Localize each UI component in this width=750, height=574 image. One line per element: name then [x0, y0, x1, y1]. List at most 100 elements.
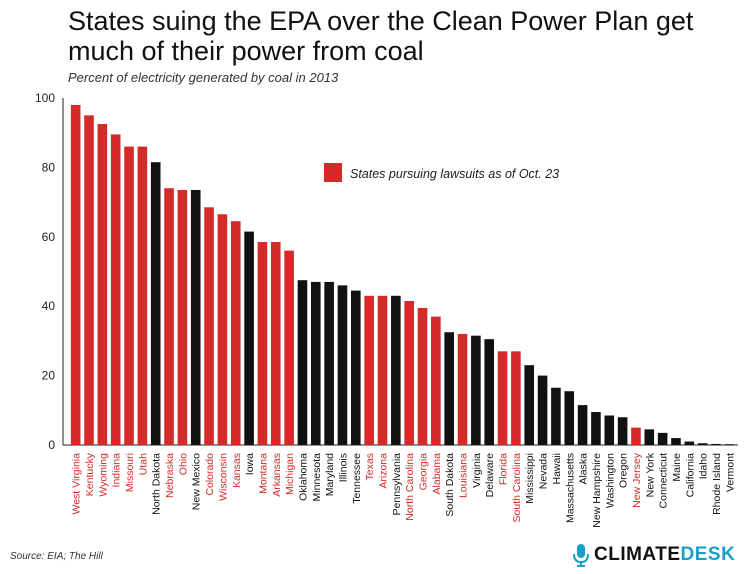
bar [204, 207, 214, 445]
bar [364, 295, 374, 445]
x-tick-label: Iowa [244, 453, 256, 475]
x-tick-label: Delaware [484, 453, 496, 498]
bar [564, 391, 575, 445]
bars [70, 104, 735, 446]
x-tick-label: Massachusetts [564, 453, 576, 523]
bar [444, 332, 454, 445]
x-tick-label: New York [644, 452, 656, 497]
bar [537, 375, 548, 445]
bar [377, 295, 388, 445]
bar [591, 412, 601, 445]
x-tick-label: Georgia [418, 453, 430, 491]
bar [164, 188, 174, 445]
x-tick-label: Alaska [578, 453, 590, 485]
bar [471, 335, 481, 445]
x-tick-label: New Jersey [631, 452, 643, 508]
x-tick-label: Kansas [231, 453, 243, 488]
x-tick-label: Nevada [538, 453, 550, 489]
bar [177, 189, 188, 445]
chart-subtitle: Percent of electricity generated by coal… [68, 70, 339, 85]
legend-label: States pursuing lawsuits as of Oct. 23 [350, 167, 559, 181]
bar [724, 444, 735, 445]
bar [404, 301, 414, 445]
source-note: Source: EIA; The Hill [10, 551, 103, 562]
bar [70, 104, 81, 445]
x-tick-label: Connecticut [658, 453, 670, 509]
bar [711, 443, 721, 445]
x-tick-label: Missouri [124, 453, 136, 492]
bar [697, 443, 708, 445]
y-tick-label: 80 [42, 160, 56, 174]
bar [657, 432, 668, 445]
x-tick-label: Oregon [618, 453, 630, 488]
x-tick-label: Idaho [698, 453, 710, 479]
x-tick-label: West Virginia [71, 453, 83, 515]
y-tick-label: 0 [48, 438, 55, 452]
bar [577, 405, 588, 445]
x-axis-labels: West Virginia Kentucky Wyoming Indiana Misso… [71, 452, 737, 527]
brand-desk: DESK [680, 544, 736, 565]
x-tick-label: Wisconsin [217, 453, 229, 501]
x-tick-label: Michigan [284, 453, 296, 495]
x-tick-label: Utah [137, 453, 149, 475]
bar [671, 438, 681, 445]
bar [97, 124, 108, 446]
bar [511, 351, 521, 445]
x-tick-label: Maryland [324, 453, 336, 496]
bar [431, 316, 441, 445]
x-tick-label: Hawaii [551, 453, 563, 485]
x-tick-label: Wyoming [97, 453, 109, 497]
bar [124, 146, 134, 445]
bar [497, 351, 508, 445]
x-tick-label: Pennsylvania [391, 453, 403, 516]
x-tick-label: Minnesota [311, 453, 323, 502]
bar [230, 221, 241, 445]
x-tick-label: Mississippi [524, 453, 536, 504]
x-tick-label: Maine [671, 453, 683, 482]
bar [631, 427, 641, 445]
bar [310, 281, 321, 445]
x-tick-label: Alabama [431, 453, 443, 495]
brand-name: CLIMATEDESK [594, 544, 735, 566]
bar [337, 285, 348, 445]
bar [257, 242, 268, 445]
bar [324, 281, 334, 445]
bar [284, 250, 294, 445]
bar [84, 115, 94, 445]
y-tick-label: 40 [42, 299, 56, 313]
x-tick-label: Louisiana [458, 453, 470, 498]
bar [297, 280, 308, 445]
microphone-icon [573, 544, 589, 567]
bar [391, 295, 401, 445]
bar [484, 339, 495, 445]
bar [150, 162, 161, 445]
bar [644, 429, 655, 445]
chart-title: States suing the EPA over the Clean Powe… [68, 6, 694, 66]
x-tick-label: South Carolina [511, 453, 523, 523]
bar [551, 387, 561, 445]
x-tick-label: Vermont [724, 453, 736, 492]
bar-chart: 0 20 40 60 80 100 West Virginia Kentucky Wyomin… [35, 91, 738, 528]
x-tick-label: South Dakota [444, 453, 456, 517]
x-tick-label: Montana [257, 453, 269, 494]
bar [457, 333, 468, 445]
x-tick-label: Arkansas [271, 453, 283, 497]
bar [524, 365, 535, 445]
x-tick-label: North Dakota [151, 453, 163, 515]
x-tick-label: Arizona [377, 453, 389, 489]
x-tick-label: Virginia [471, 453, 483, 488]
bar [137, 146, 148, 445]
bar [244, 231, 254, 445]
x-tick-label: California [684, 453, 696, 498]
bar [617, 417, 628, 445]
y-tick-label: 60 [42, 230, 56, 244]
y-tick-label: 20 [42, 369, 56, 383]
bar [217, 214, 228, 445]
climate-desk-logo: CLIMATEDESK [572, 542, 735, 568]
bar [604, 415, 615, 445]
y-axis: 0 20 40 60 80 100 [35, 91, 738, 452]
legend: States pursuing lawsuits as of Oct. 23 [324, 163, 559, 182]
x-tick-label: Washington [604, 453, 616, 508]
y-tick-label: 100 [35, 91, 55, 105]
x-tick-label: New Mexico [191, 453, 203, 510]
